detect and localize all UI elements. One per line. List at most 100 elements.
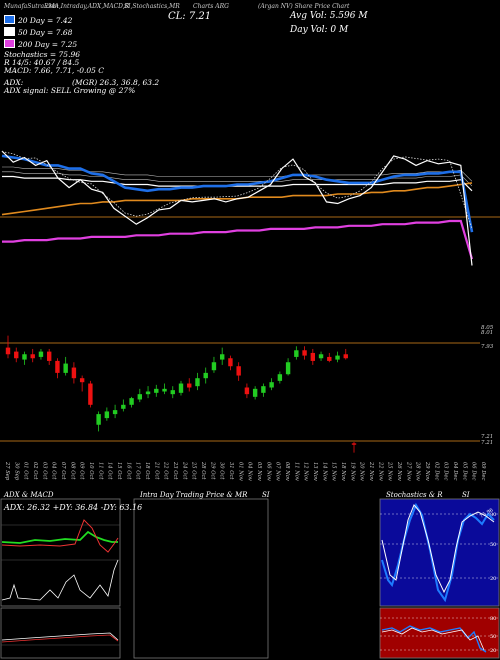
candle-body [112, 410, 118, 415]
date-tick-label: 14 Nov [321, 462, 327, 481]
legend-macd: MACD: 7.66, 7.71, -0.05 C [4, 66, 105, 75]
ema-band-line-2 [2, 166, 473, 182]
date-tick-label: 13 Nov [312, 462, 318, 481]
date-tick-label: 06 Nov [265, 462, 271, 481]
adx-red-line [1, 519, 119, 553]
intraday-panel-title: Intra Day Trading Price & MR [140, 491, 248, 499]
date-tick-label: 17 Oct [135, 462, 141, 480]
date-tick-label: 29 Nov [424, 461, 430, 481]
date-tick-label: 01 Oct [23, 462, 29, 480]
date-tick-label: 24 Oct [181, 461, 187, 480]
legend-stochastics: Stochastics = 75.96 [4, 50, 81, 59]
date-tick-label: 03 Dec [443, 462, 449, 480]
header-source: MunafaSutra.com [4, 3, 59, 10]
candle-body [252, 388, 258, 397]
legend-ema20: 20 Day = 7.42 [4, 15, 72, 25]
date-tick-label: 27 Sep [4, 461, 10, 481]
candle-body [343, 354, 348, 359]
date-tick-label: 14 Oct [107, 462, 113, 480]
date-tick-label: 06 Dec [471, 462, 477, 480]
candle-body [269, 382, 274, 388]
stochastics-panel [379, 498, 500, 607]
candle-body [104, 411, 110, 419]
stoch-level-20-label: 20 [490, 576, 496, 582]
candle-body [55, 360, 60, 373]
date-tick-label: 27 Nov [405, 461, 411, 481]
date-tick-label: 03 Oct [41, 462, 47, 480]
candle-body [195, 378, 200, 387]
candle-body [244, 387, 250, 395]
candle-body [22, 354, 27, 360]
legend-r: R 14/5: 40.67 / 84.5 [4, 58, 80, 67]
date-tick-label: 12 Nov [303, 462, 309, 481]
date-tick-label: 28 Oct [200, 461, 206, 480]
legend-ema200-swatch [4, 39, 15, 48]
date-tick-label: 09 Oct [79, 462, 85, 480]
price-chart: 27 Sep 30 Sep 01 Oct 02 Oct 03 Oct 04 Oct 07 O… [0, 150, 500, 481]
header-charts: Charts ARG [193, 3, 229, 10]
candle-body [335, 355, 340, 360]
day-volume: Day Vol: 0 M [290, 25, 349, 35]
date-tick-label: 20 Nov [359, 461, 365, 481]
candle-body [14, 351, 19, 359]
date-tick-label: 30 Oct [219, 462, 225, 480]
close-price-line [1, 150, 473, 266]
r-slow-line [381, 627, 485, 651]
adx-green-line [1, 530, 118, 544]
adx-panel-title: ADX & MACD [4, 491, 54, 499]
date-tick-label: 22 Oct [163, 461, 169, 480]
ema20-line [1, 154, 474, 233]
price-label-top2: 8.01 [481, 330, 494, 336]
candle-body [236, 366, 241, 376]
candle-body [46, 351, 52, 361]
date-tick-label: 07 Oct [60, 462, 66, 480]
date-tick-label: 18 Nov [340, 462, 346, 481]
r-level-50-label: 50 [490, 634, 496, 640]
date-tick-label: 08 Nov [284, 462, 290, 481]
candle-body [228, 358, 233, 367]
date-tick-label: 04 Oct [51, 462, 57, 480]
candle-body [88, 383, 93, 405]
price-label-low2: 7.21 [481, 440, 494, 446]
stochastics-k-line [381, 502, 495, 603]
date-tick-label: 15 Nov [331, 462, 337, 481]
candle-body [137, 394, 143, 400]
price-label-low1: 7.21 [481, 434, 494, 440]
candle-body [211, 362, 217, 371]
candle-body [327, 356, 332, 361]
stoch-level-80-label: 80 [490, 512, 496, 518]
date-tick-label: 30 Sep [13, 462, 19, 481]
adx-line [1, 559, 119, 601]
r-fast-line [381, 625, 487, 653]
ema200-line [2, 219, 474, 260]
candle-body [170, 390, 175, 395]
date-tick-label: 11 Nov [293, 462, 299, 481]
candle-body [178, 383, 184, 393]
stoch-panel-si: SI [462, 491, 470, 499]
candle-body [154, 388, 159, 393]
candle-body [145, 391, 151, 395]
candle-body [351, 443, 357, 445]
date-tick-label: 31 Oct [228, 462, 234, 480]
date-tick-label: 23 Oct [172, 461, 178, 480]
date-tick-label: 21 Oct [153, 461, 159, 480]
legend-ema50-swatch [4, 27, 15, 36]
candle-body [294, 350, 299, 357]
legend-ema50: 50 Day = 7.68 [4, 27, 72, 37]
date-tick-label: 10 Oct [88, 462, 94, 480]
legend-ema50-label: 50 Day = 7.68 [18, 28, 73, 37]
legend-mgr: (MGR) 26.3, 36.8, 63.2 [72, 78, 160, 87]
macd-line [1, 632, 119, 641]
date-tick-label: 01 Nov [237, 462, 243, 481]
intraday-panel [133, 498, 269, 659]
date-tick-label: 04 Nov [247, 462, 253, 481]
header-company: (Argan NV) Share Price Chart [258, 3, 350, 10]
candle-body [38, 351, 44, 357]
stoch-panel-title: Stochastics & R [386, 491, 443, 499]
r-level-20-label: 20 [490, 648, 496, 654]
candle-body [219, 354, 225, 360]
date-tick-label: 04 Dec [452, 462, 458, 480]
date-tick-label: 18 Oct [144, 462, 150, 480]
header-stoch: SI,Stochastics,MR [124, 3, 180, 10]
